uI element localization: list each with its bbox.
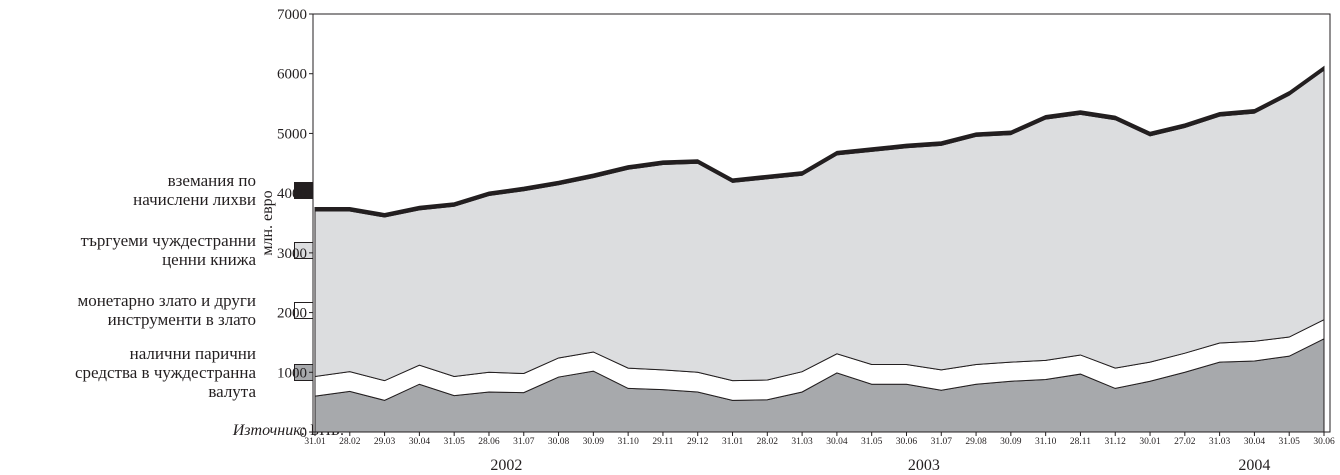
x-tick-label: 27.02 — [1174, 437, 1196, 447]
x-tick-label: 30.01 — [1139, 437, 1161, 447]
y-tick-label: 3000 — [277, 246, 307, 262]
legend-label: търгуеми чуждестранни ценни книжа — [80, 231, 256, 269]
x-tick-label: 29.11 — [652, 437, 673, 447]
y-tick-label: 4000 — [277, 186, 307, 202]
plot-frame — [312, 13, 1331, 433]
year-label: 2004 — [1238, 457, 1270, 474]
x-tick-label: 28.11 — [1070, 437, 1091, 447]
x-tick-label: 31.03 — [791, 437, 813, 447]
legend-label: вземания по начислени лихви — [133, 171, 256, 209]
x-tick-label: 31.10 — [617, 437, 639, 447]
x-tick-label: 28.02 — [339, 437, 361, 447]
x-tick-label: 31.05 — [861, 437, 883, 447]
x-tick-label: 30.09 — [1000, 437, 1022, 447]
x-tick-label: 30.08 — [548, 437, 570, 447]
legend-item: монетарно злато и други инструменти в зл… — [77, 291, 360, 329]
x-tick-label: 29.08 — [965, 437, 987, 447]
x-tick-label: 28.06 — [478, 437, 500, 447]
x-tick-label: 30.06 — [896, 437, 918, 447]
y-tick-label: 7000 — [277, 7, 307, 23]
x-tick-label: 31.12 — [1105, 437, 1127, 447]
x-tick-label: 31.05 — [443, 437, 465, 447]
y-axis-label: млн. евро — [259, 190, 276, 255]
legend-item: търгуеми чуждестранни ценни книжа — [81, 231, 360, 269]
y-tick-label: 0 — [300, 425, 308, 441]
x-tick-label: 31.05 — [1279, 437, 1301, 447]
x-tick-label: 29.03 — [374, 437, 396, 447]
x-tick-label: 31.01 — [304, 437, 326, 447]
x-tick-label: 30.04 — [826, 437, 848, 447]
x-tick-label: 31.01 — [722, 437, 744, 447]
x-tick-label: 30.04 — [1244, 437, 1266, 447]
source-label: Източник: — [232, 422, 307, 439]
x-tick-label: 29.12 — [687, 437, 709, 447]
x-tick-label: 30.04 — [409, 437, 431, 447]
legend-label: монетарно злато и други инструменти в зл… — [77, 291, 256, 329]
x-tick-label: 31.10 — [1035, 437, 1057, 447]
x-tick-label: 31.07 — [931, 437, 953, 447]
year-label: 2002 — [490, 457, 522, 474]
x-tick-label: 30.06 — [1313, 437, 1335, 447]
area — [314, 65, 1325, 218]
x-tick-label: 30.09 — [583, 437, 605, 447]
y-tick-label: 5000 — [277, 126, 307, 142]
y-tick-label: 1000 — [277, 365, 307, 381]
x-tick-label: 28.02 — [757, 437, 779, 447]
x-tick-label: 31.03 — [1209, 437, 1231, 447]
x-tick-label: 31.07 — [513, 437, 535, 447]
year-label: 2003 — [908, 457, 940, 474]
legend-label: налични парични средства в чуждестранна … — [74, 343, 256, 401]
y-tick-label: 2000 — [277, 306, 307, 322]
y-tick-label: 6000 — [277, 67, 307, 83]
